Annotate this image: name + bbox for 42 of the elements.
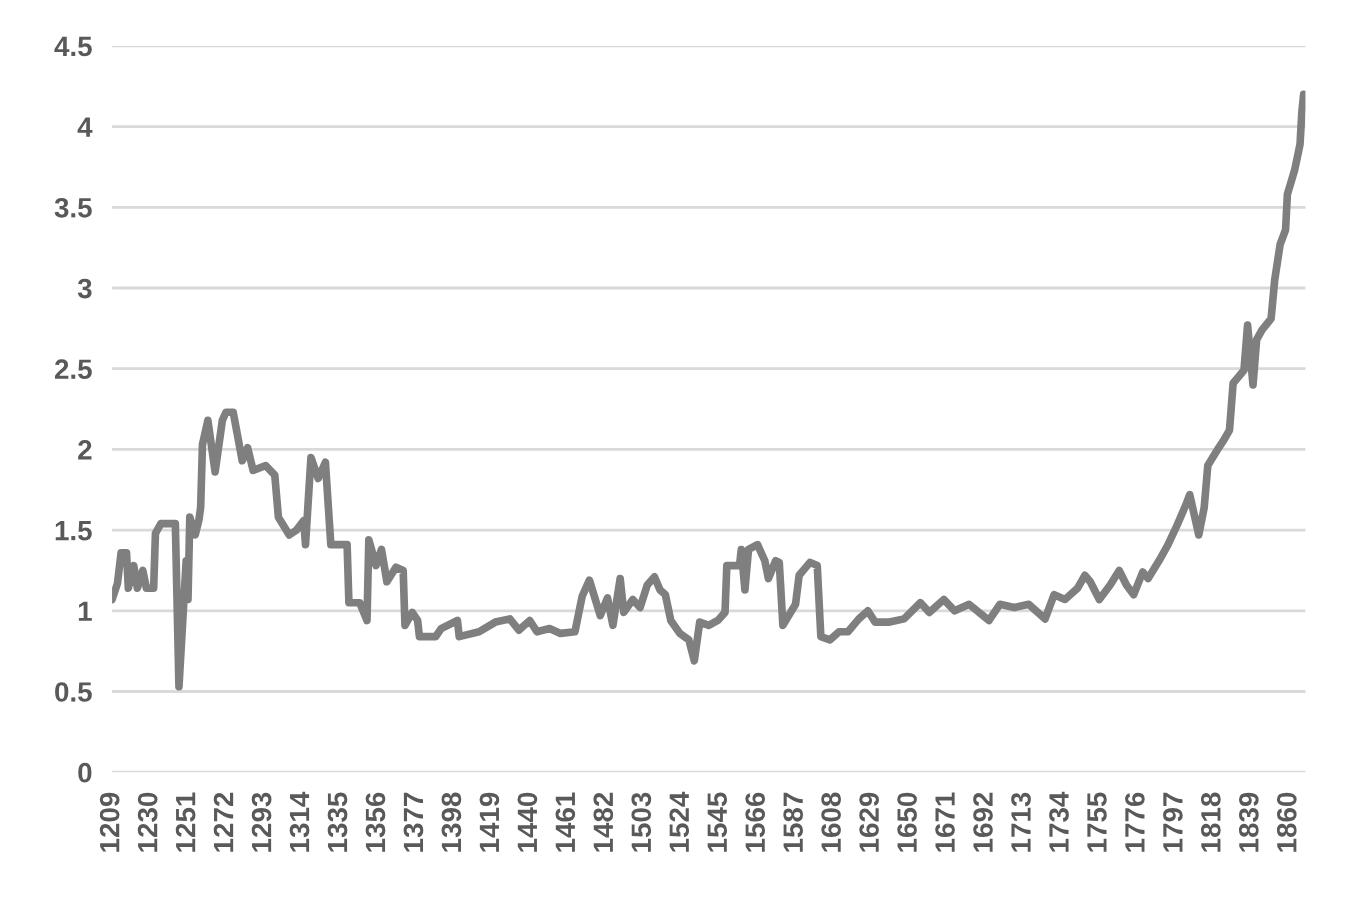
- x-tick-label: 1818: [1201, 792, 1221, 852]
- y-tick-label: 2: [78, 440, 92, 460]
- x-tick-label: 1293: [251, 792, 272, 852]
- x-tick-label: 1419: [479, 792, 500, 852]
- x-tick-label: 1398: [441, 792, 462, 852]
- y-tick-label: 0.5: [55, 682, 92, 702]
- x-tick-label: 1545: [707, 792, 728, 852]
- x-tick-label: 1566: [745, 792, 766, 852]
- x-tick-label: 1482: [593, 792, 614, 852]
- x-tick-label: 1314: [289, 791, 310, 852]
- x-tick-label: 1272: [213, 792, 234, 852]
- x-tick-label: 1608: [821, 792, 841, 852]
- y-tick-label: 4: [77, 117, 93, 137]
- x-tick-label: 1440: [517, 792, 538, 852]
- y-tick-label: 2.5: [54, 359, 92, 380]
- x-tick-label: 1860: [1276, 792, 1297, 852]
- x-tick-label: 1650: [897, 792, 917, 852]
- x-tick-label: 1755: [1087, 792, 1107, 852]
- x-tick-label: 1251: [175, 792, 196, 852]
- x-tick-label: 1230: [137, 792, 158, 852]
- y-tick-label: 3: [77, 278, 92, 299]
- y-tick-label: 4.5: [54, 36, 92, 57]
- y-tick-label: 1: [78, 601, 92, 621]
- x-tick-label: 1524: [669, 791, 690, 852]
- x-tick-label: 1692: [973, 792, 993, 852]
- x-tick-label: 1734: [1049, 791, 1069, 852]
- x-tick-label: 1335: [327, 792, 348, 852]
- y-tick-label: 3.5: [54, 197, 92, 218]
- x-tick-label: 1503: [631, 792, 652, 852]
- x-tick-label: 1629: [859, 792, 879, 852]
- y-tick-label: 0: [78, 762, 92, 783]
- x-tick-label: 1839: [1238, 792, 1259, 852]
- x-tick-label: 1356: [365, 792, 386, 852]
- x-tick-label: 1776: [1125, 792, 1145, 852]
- x-tick-label: 1377: [403, 792, 424, 852]
- x-tick-label: 1209: [99, 792, 120, 852]
- x-tick-label: 1461: [555, 792, 576, 852]
- x-tick-label: 1671: [935, 792, 955, 852]
- x-tick-label: 1587: [783, 792, 803, 852]
- y-tick-label: 1.5: [55, 521, 92, 541]
- x-tick-label: 1713: [1011, 792, 1031, 852]
- x-tick-label: 1797: [1163, 792, 1183, 852]
